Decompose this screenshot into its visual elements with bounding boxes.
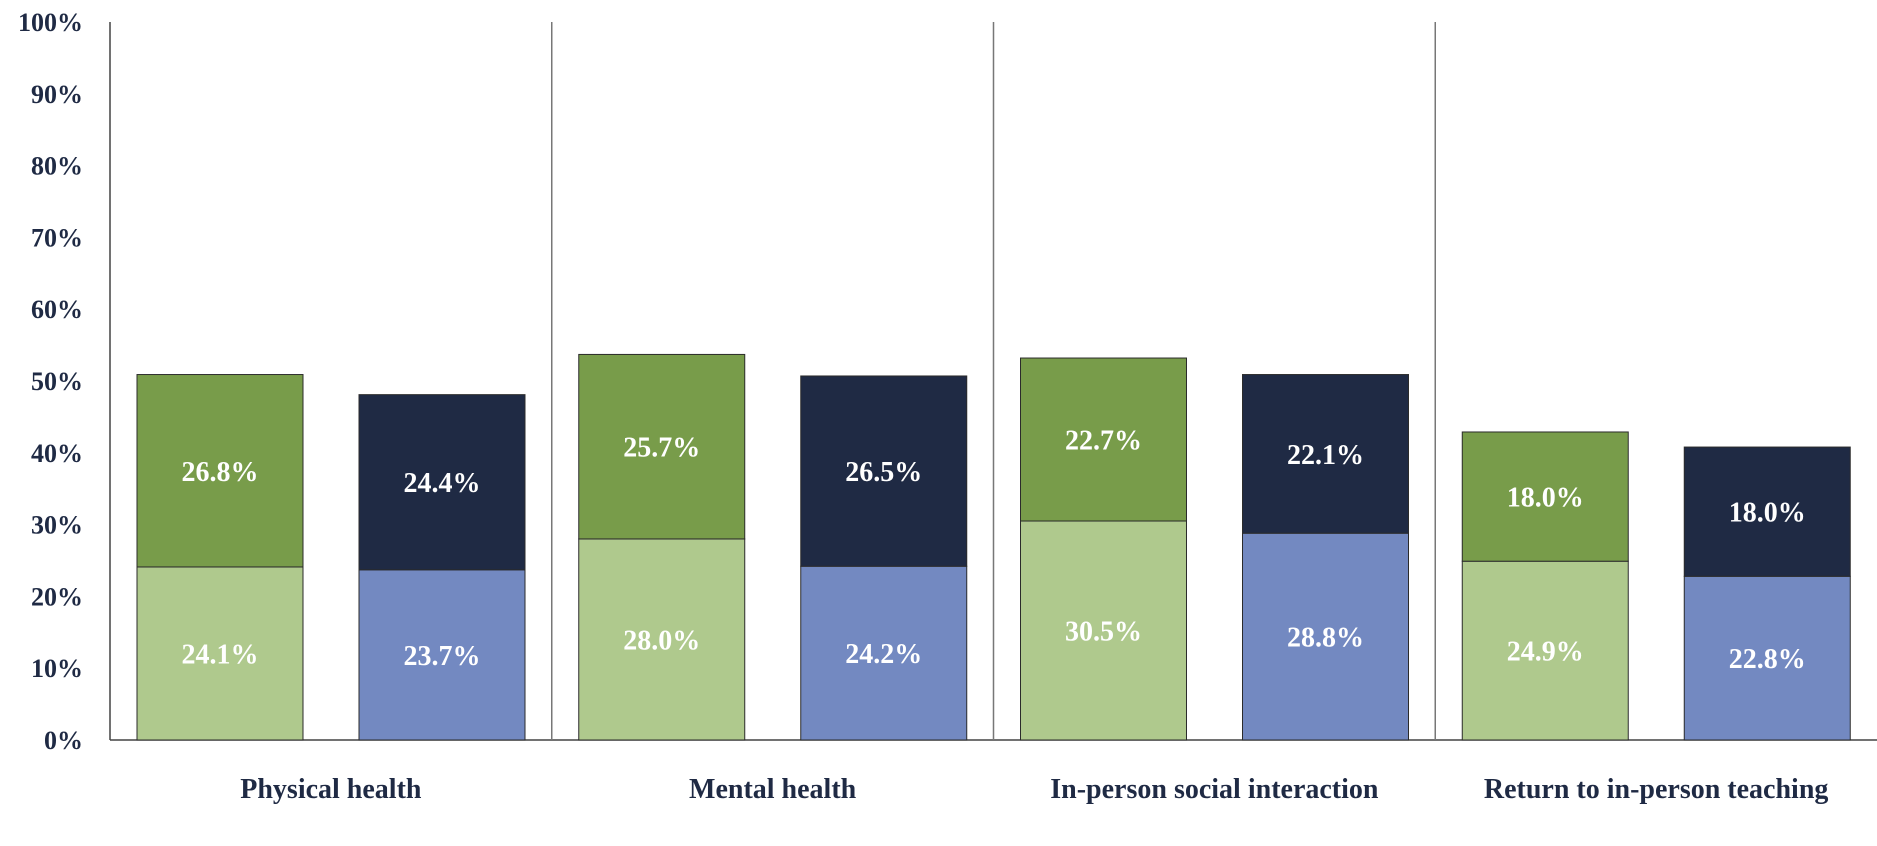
data-labels: 24.1% 28.0% 30.5% 24.9% 26.8% 25.7% 22.7% 18.0%…: [182, 426, 1806, 676]
bar-segment: [578, 353, 746, 540]
bar-segment: [1242, 532, 1409, 741]
y-axis-ticks: 0% 10% 20% 30% 40% 50% 60% 70% 80% 90% 100%: [18, 8, 83, 755]
data-label: 24.2%: [845, 639, 922, 670]
data-label: 24.9%: [1507, 637, 1584, 668]
y-tick-label: 60%: [31, 295, 83, 324]
data-label: 22.7%: [1065, 426, 1142, 457]
bar-segment: [578, 538, 746, 741]
bar-segment: [1461, 431, 1629, 562]
data-label: 22.8%: [1729, 644, 1806, 675]
y-tick-label: 30%: [31, 511, 83, 540]
category-label: In-person social interaction: [1050, 774, 1379, 805]
data-label: 30.5%: [1065, 617, 1142, 648]
data-label: 22.1%: [1287, 440, 1364, 471]
bar-segment: [800, 565, 968, 741]
y-tick-label: 0%: [44, 726, 83, 755]
bar-segment: [358, 569, 526, 741]
data-label: 18.0%: [1729, 498, 1806, 529]
bar-segment: [136, 566, 304, 741]
bar-segment: [1683, 575, 1851, 741]
data-label: 28.8%: [1287, 623, 1364, 654]
y-tick-label: 50%: [31, 367, 83, 396]
bar-segment: [800, 375, 968, 567]
category-label: Mental health: [689, 774, 857, 805]
bar-segment: [1683, 446, 1851, 577]
category-label: Return to in-person teaching: [1484, 774, 1829, 805]
y-tick-label: 40%: [31, 439, 83, 468]
bar-segment: [1020, 520, 1187, 741]
data-label: 26.8%: [182, 457, 259, 488]
bar-segment: [1020, 357, 1187, 522]
data-label: 28.0%: [623, 625, 700, 656]
bar-segment: [1242, 374, 1409, 534]
category-label: Physical health: [240, 774, 422, 805]
category-labels: Physical health Mental health In-person so…: [240, 774, 1828, 805]
y-tick-label: 100%: [18, 8, 83, 37]
y-tick-label: 90%: [31, 80, 83, 109]
category-separators: [551, 22, 1436, 740]
bar-segment: [358, 394, 526, 571]
y-tick-label: 10%: [31, 654, 83, 683]
bar-segment: [136, 374, 304, 568]
y-tick-label: 20%: [31, 582, 83, 611]
data-label: 26.5%: [845, 457, 922, 488]
data-label: 23.7%: [404, 641, 481, 672]
data-label: 24.1%: [182, 639, 259, 670]
y-tick-label: 80%: [31, 152, 83, 181]
bars: [136, 353, 1851, 741]
data-label: 18.0%: [1507, 483, 1584, 514]
data-label: 24.4%: [404, 468, 481, 499]
y-tick-label: 70%: [31, 223, 83, 252]
data-label: 25.7%: [623, 433, 700, 464]
